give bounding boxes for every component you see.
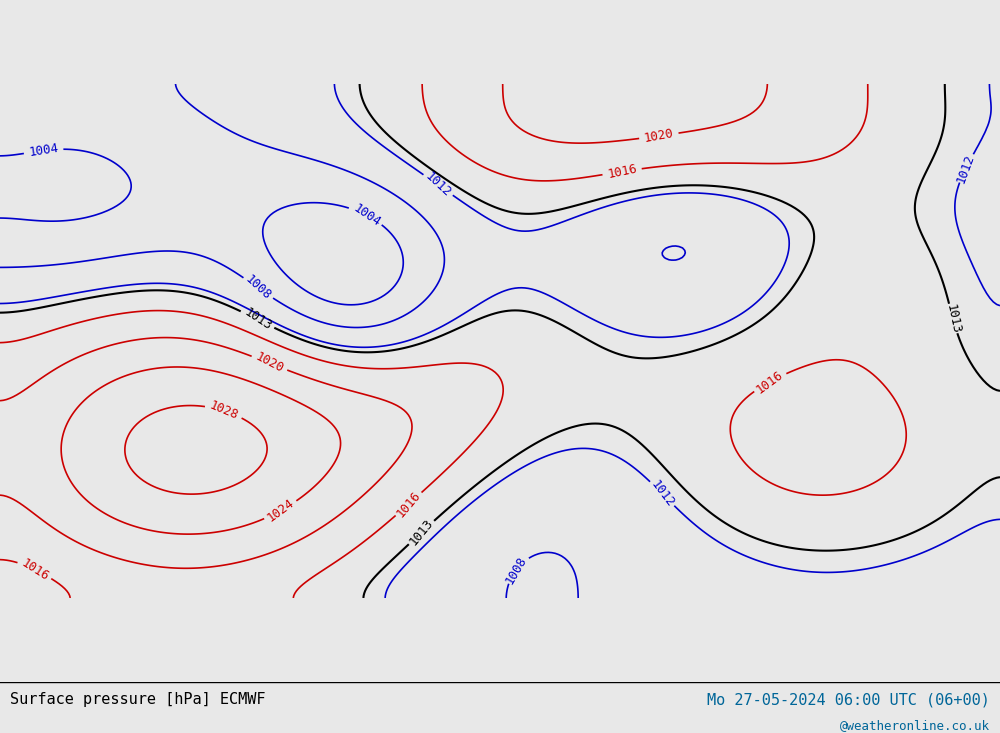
- Text: 1004: 1004: [28, 141, 59, 159]
- Text: Mo 27-05-2024 06:00 UTC (06+00): Mo 27-05-2024 06:00 UTC (06+00): [707, 692, 990, 707]
- Text: 1016: 1016: [754, 368, 786, 396]
- Text: 1008: 1008: [243, 273, 274, 303]
- Text: 1020: 1020: [643, 127, 675, 145]
- Text: 1020: 1020: [253, 350, 286, 376]
- Text: 1008: 1008: [503, 553, 529, 586]
- Text: Surface pressure [hPa] ECMWF: Surface pressure [hPa] ECMWF: [10, 692, 266, 707]
- Text: 1024: 1024: [265, 496, 297, 525]
- Text: 1012: 1012: [423, 170, 454, 200]
- Text: 1013: 1013: [943, 303, 962, 334]
- Text: 1028: 1028: [208, 399, 240, 423]
- Text: 1012: 1012: [955, 152, 977, 185]
- Text: 1013: 1013: [241, 306, 274, 334]
- Text: @weatheronline.co.uk: @weatheronline.co.uk: [840, 719, 990, 732]
- Text: 1012: 1012: [648, 478, 676, 509]
- Text: 1016: 1016: [19, 556, 51, 583]
- Text: 1016: 1016: [394, 488, 423, 520]
- Text: 1016: 1016: [606, 162, 638, 181]
- Text: 1004: 1004: [350, 202, 382, 229]
- Text: 1013: 1013: [407, 517, 436, 548]
